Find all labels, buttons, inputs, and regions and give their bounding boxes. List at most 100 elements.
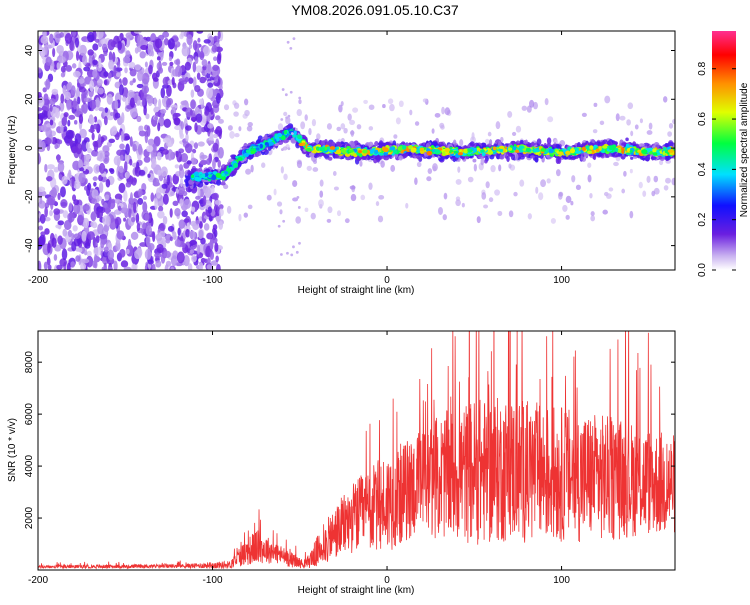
spectrogram-noise-cell xyxy=(213,56,218,62)
spectrogram-noise-cell xyxy=(122,77,128,86)
spectrogram-noise-cell xyxy=(134,47,139,54)
spectrogram-noise-cell xyxy=(521,105,528,111)
spectrogram-noise-cell xyxy=(57,139,63,145)
spectrogram-noise-cell xyxy=(137,70,144,82)
spectrogram-noise-cell xyxy=(207,82,214,88)
spectrogram-noise-cell xyxy=(107,72,113,79)
spectrogram-noise-cell xyxy=(107,266,113,270)
spectrogram-noise-cell xyxy=(176,151,182,163)
spectrogram-noise-cell xyxy=(144,213,150,221)
spectrogram-noise-cell xyxy=(95,235,100,244)
spectrogram-noise-cell xyxy=(615,113,620,122)
spectrogram-noise-cell xyxy=(207,206,213,214)
spectrogram-noise-cell xyxy=(83,217,90,229)
spectrogram-noise-cell xyxy=(158,66,164,74)
spectrogram-noise-cell xyxy=(195,195,201,200)
spectrogram-noise-cell xyxy=(160,113,164,120)
spectrogram-noise-cell xyxy=(67,212,75,223)
spectrogram-noise-cell xyxy=(375,201,380,207)
spectrogram-noise-cell xyxy=(627,102,634,110)
spectrogram-noise-cell xyxy=(49,33,54,44)
spectrogram-noise-cell xyxy=(349,119,356,125)
spectrogram-noise-cell xyxy=(97,133,102,145)
spectrogram-noise-cell xyxy=(185,133,189,142)
spectrogram-noise-cell xyxy=(98,107,105,112)
spectrogram-noise-cell xyxy=(198,261,204,270)
spectrogram-noise-cell xyxy=(114,209,120,215)
spectrogram-noise-cell xyxy=(137,143,143,156)
spectrogram-core-cell xyxy=(430,145,435,149)
spectrogram-noise-cell xyxy=(64,91,71,101)
spectrogram-noise-cell xyxy=(558,191,564,197)
spectrogram-noise-cell xyxy=(194,122,198,133)
spectrogram-noise-cell xyxy=(292,180,298,187)
spectrogram-noise-cell xyxy=(209,239,214,250)
spectrogram-noise-cell xyxy=(107,39,115,51)
spectrogram-noise-cell xyxy=(444,107,451,116)
spectrogram-noise-cell xyxy=(336,210,342,217)
spectrogram-noise-cell xyxy=(104,194,110,201)
spectrogram-band-cell xyxy=(205,168,211,173)
spectrogram-band-cell xyxy=(243,142,248,150)
spectrogram-noise-cell xyxy=(277,123,284,131)
spectrogram-noise-cell xyxy=(143,104,147,116)
spectrogram-noise-cell xyxy=(103,52,108,57)
spectrogram-noise-cell xyxy=(196,72,201,80)
spectrogram-noise-cell xyxy=(629,168,633,174)
spectrogram-noise-cell xyxy=(223,104,230,111)
spectrogram-noise-cell xyxy=(83,97,92,103)
spectrogram-noise-cell xyxy=(142,195,148,200)
spectrogram-noise-cell xyxy=(46,257,51,266)
spectrogram-noise-cell xyxy=(170,255,178,267)
spectrogram-noise-cell xyxy=(405,202,409,209)
spectrogram-noise-cell xyxy=(89,80,95,92)
spectrogram-noise-cell xyxy=(118,182,126,194)
spectrogram-noise-cell xyxy=(181,45,190,57)
spectrogram-noise-cell xyxy=(129,158,133,166)
spectrogram-noise-cell xyxy=(105,215,111,227)
spectrogram-noise-cell xyxy=(179,198,184,207)
spectrogram-noise-cell xyxy=(190,220,197,227)
spectrogram-noise-cell xyxy=(162,31,170,38)
spectrogram-noise-cell xyxy=(60,65,66,73)
spectrogram-band-cell xyxy=(353,140,359,146)
spectrogram-noise-cell xyxy=(50,187,57,199)
spectrogram-noise-cell xyxy=(192,76,197,89)
spectrogram-noise-cell xyxy=(131,216,136,223)
spectrogram-noise-cell xyxy=(565,195,572,204)
spectrogram-noise-cell xyxy=(214,199,222,205)
spectrogram-noise-cell xyxy=(92,176,98,181)
spectrogram-noise-cell xyxy=(183,198,192,210)
spectrogram-band-cell xyxy=(650,156,657,160)
spectrogram-band-cell xyxy=(336,141,342,148)
spectrogram-noise-cell xyxy=(66,98,72,111)
spectrogram-noise-cell xyxy=(125,248,130,255)
spectrogram-noise-cell xyxy=(136,222,141,232)
spectrogram-noise-cell xyxy=(651,190,656,197)
spectrogram-noise-cell xyxy=(193,142,199,150)
spectrogram-noise-cell xyxy=(206,264,213,270)
spectrogram-noise-cell xyxy=(160,166,168,177)
spectrogram-noise-cell xyxy=(442,214,447,221)
spectrogram-noise-cell xyxy=(196,244,201,255)
spectrogram-noise-cell xyxy=(79,128,87,139)
spectrogram-noise-cell xyxy=(653,175,659,183)
spectrogram-noise-cell xyxy=(166,139,174,148)
spectrogram-noise-cell xyxy=(204,258,208,264)
spectrogram-noise-cell xyxy=(184,76,189,83)
spectrogram-noise-cell xyxy=(78,78,85,84)
spectrogram-noise-cell xyxy=(160,108,167,114)
spectrogram-noise-cell xyxy=(266,194,272,201)
spectrogram-noise-cell xyxy=(73,203,81,215)
spectrogram-noise-cell xyxy=(296,160,303,169)
spectrogram-noise-cell xyxy=(74,120,78,125)
spectrogram-noise-cell xyxy=(185,228,190,238)
spectrogram-noise-cell xyxy=(138,130,146,137)
spectrogram-noise-cell xyxy=(83,66,91,72)
spectrogram-noise-cell xyxy=(209,251,215,260)
spectrogram-noise-cell xyxy=(246,125,253,132)
spectrogram-noise-cell xyxy=(665,177,671,184)
spectrogram-noise-cell xyxy=(390,164,396,172)
spectrogram-noise-cell xyxy=(93,140,99,152)
spectrogram-noise-cell xyxy=(613,161,619,167)
